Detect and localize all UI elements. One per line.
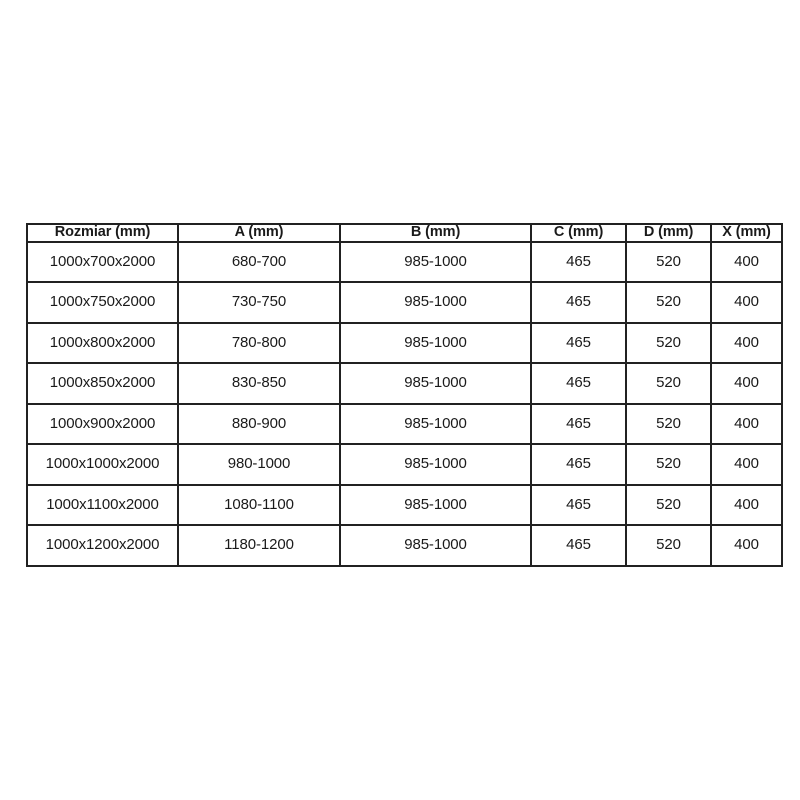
column-header-d: D (mm) [625, 223, 712, 243]
column-header-b: B (mm) [339, 223, 532, 243]
cell-c: 465 [530, 524, 627, 567]
cell-b: 985-1000 [339, 483, 532, 527]
cell-c: 465 [530, 483, 627, 527]
cell-c: 465 [530, 281, 627, 324]
dimensions-table: Rozmiar (mm) A (mm) B (mm) C (mm) D (mm)… [26, 223, 783, 567]
cell-x: 400 [710, 524, 783, 567]
table-body: 1000x700x2000 680-700 985-1000 465 520 4… [26, 240, 783, 567]
table-row: 1000x1000x2000 980-1000 985-1000 465 520… [26, 443, 783, 486]
column-header-x: X (mm) [710, 223, 783, 243]
table-row: 1000x800x2000 780-800 985-1000 465 520 4… [26, 321, 783, 365]
cell-a: 880-900 [177, 402, 341, 446]
cell-b: 985-1000 [339, 362, 532, 405]
cell-d: 520 [625, 321, 712, 365]
cell-b: 985-1000 [339, 281, 532, 324]
cell-b: 985-1000 [339, 240, 532, 284]
cell-a: 780-800 [177, 321, 341, 365]
cell-c: 465 [530, 321, 627, 365]
cell-d: 520 [625, 524, 712, 567]
cell-d: 520 [625, 362, 712, 405]
cell-a: 730-750 [177, 281, 341, 324]
table-row: 1000x900x2000 880-900 985-1000 465 520 4… [26, 402, 783, 446]
cell-x: 400 [710, 402, 783, 446]
cell-x: 400 [710, 362, 783, 405]
cell-x: 400 [710, 443, 783, 486]
cell-d: 520 [625, 240, 712, 284]
table-row: 1000x1100x2000 1080-1100 985-1000 465 52… [26, 483, 783, 527]
cell-a: 680-700 [177, 240, 341, 284]
cell-d: 520 [625, 402, 712, 446]
cell-c: 465 [530, 402, 627, 446]
cell-size: 1000x700x2000 [26, 240, 179, 284]
cell-a: 1080-1100 [177, 483, 341, 527]
spec-table-container: Rozmiar (mm) A (mm) B (mm) C (mm) D (mm)… [26, 223, 783, 567]
column-header-size: Rozmiar (mm) [26, 223, 179, 243]
cell-size: 1000x750x2000 [26, 281, 179, 324]
cell-size: 1000x800x2000 [26, 321, 179, 365]
cell-x: 400 [710, 281, 783, 324]
cell-size: 1000x900x2000 [26, 402, 179, 446]
cell-size: 1000x1200x2000 [26, 524, 179, 567]
cell-c: 465 [530, 362, 627, 405]
cell-size: 1000x1000x2000 [26, 443, 179, 486]
table-row: 1000x750x2000 730-750 985-1000 465 520 4… [26, 281, 783, 324]
cell-size: 1000x1100x2000 [26, 483, 179, 527]
cell-x: 400 [710, 240, 783, 284]
cell-size: 1000x850x2000 [26, 362, 179, 405]
table-header-row: Rozmiar (mm) A (mm) B (mm) C (mm) D (mm)… [26, 223, 783, 243]
cell-b: 985-1000 [339, 402, 532, 446]
cell-a: 830-850 [177, 362, 341, 405]
table-row: 1000x1200x2000 1180-1200 985-1000 465 52… [26, 524, 783, 567]
column-header-c: C (mm) [530, 223, 627, 243]
table-row: 1000x700x2000 680-700 985-1000 465 520 4… [26, 240, 783, 284]
cell-x: 400 [710, 483, 783, 527]
cell-a: 1180-1200 [177, 524, 341, 567]
cell-d: 520 [625, 281, 712, 324]
cell-c: 465 [530, 443, 627, 486]
cell-a: 980-1000 [177, 443, 341, 486]
table-row: 1000x850x2000 830-850 985-1000 465 520 4… [26, 362, 783, 405]
cell-b: 985-1000 [339, 321, 532, 365]
cell-d: 520 [625, 443, 712, 486]
cell-c: 465 [530, 240, 627, 284]
cell-x: 400 [710, 321, 783, 365]
cell-d: 520 [625, 483, 712, 527]
column-header-a: A (mm) [177, 223, 341, 243]
cell-b: 985-1000 [339, 524, 532, 567]
cell-b: 985-1000 [339, 443, 532, 486]
